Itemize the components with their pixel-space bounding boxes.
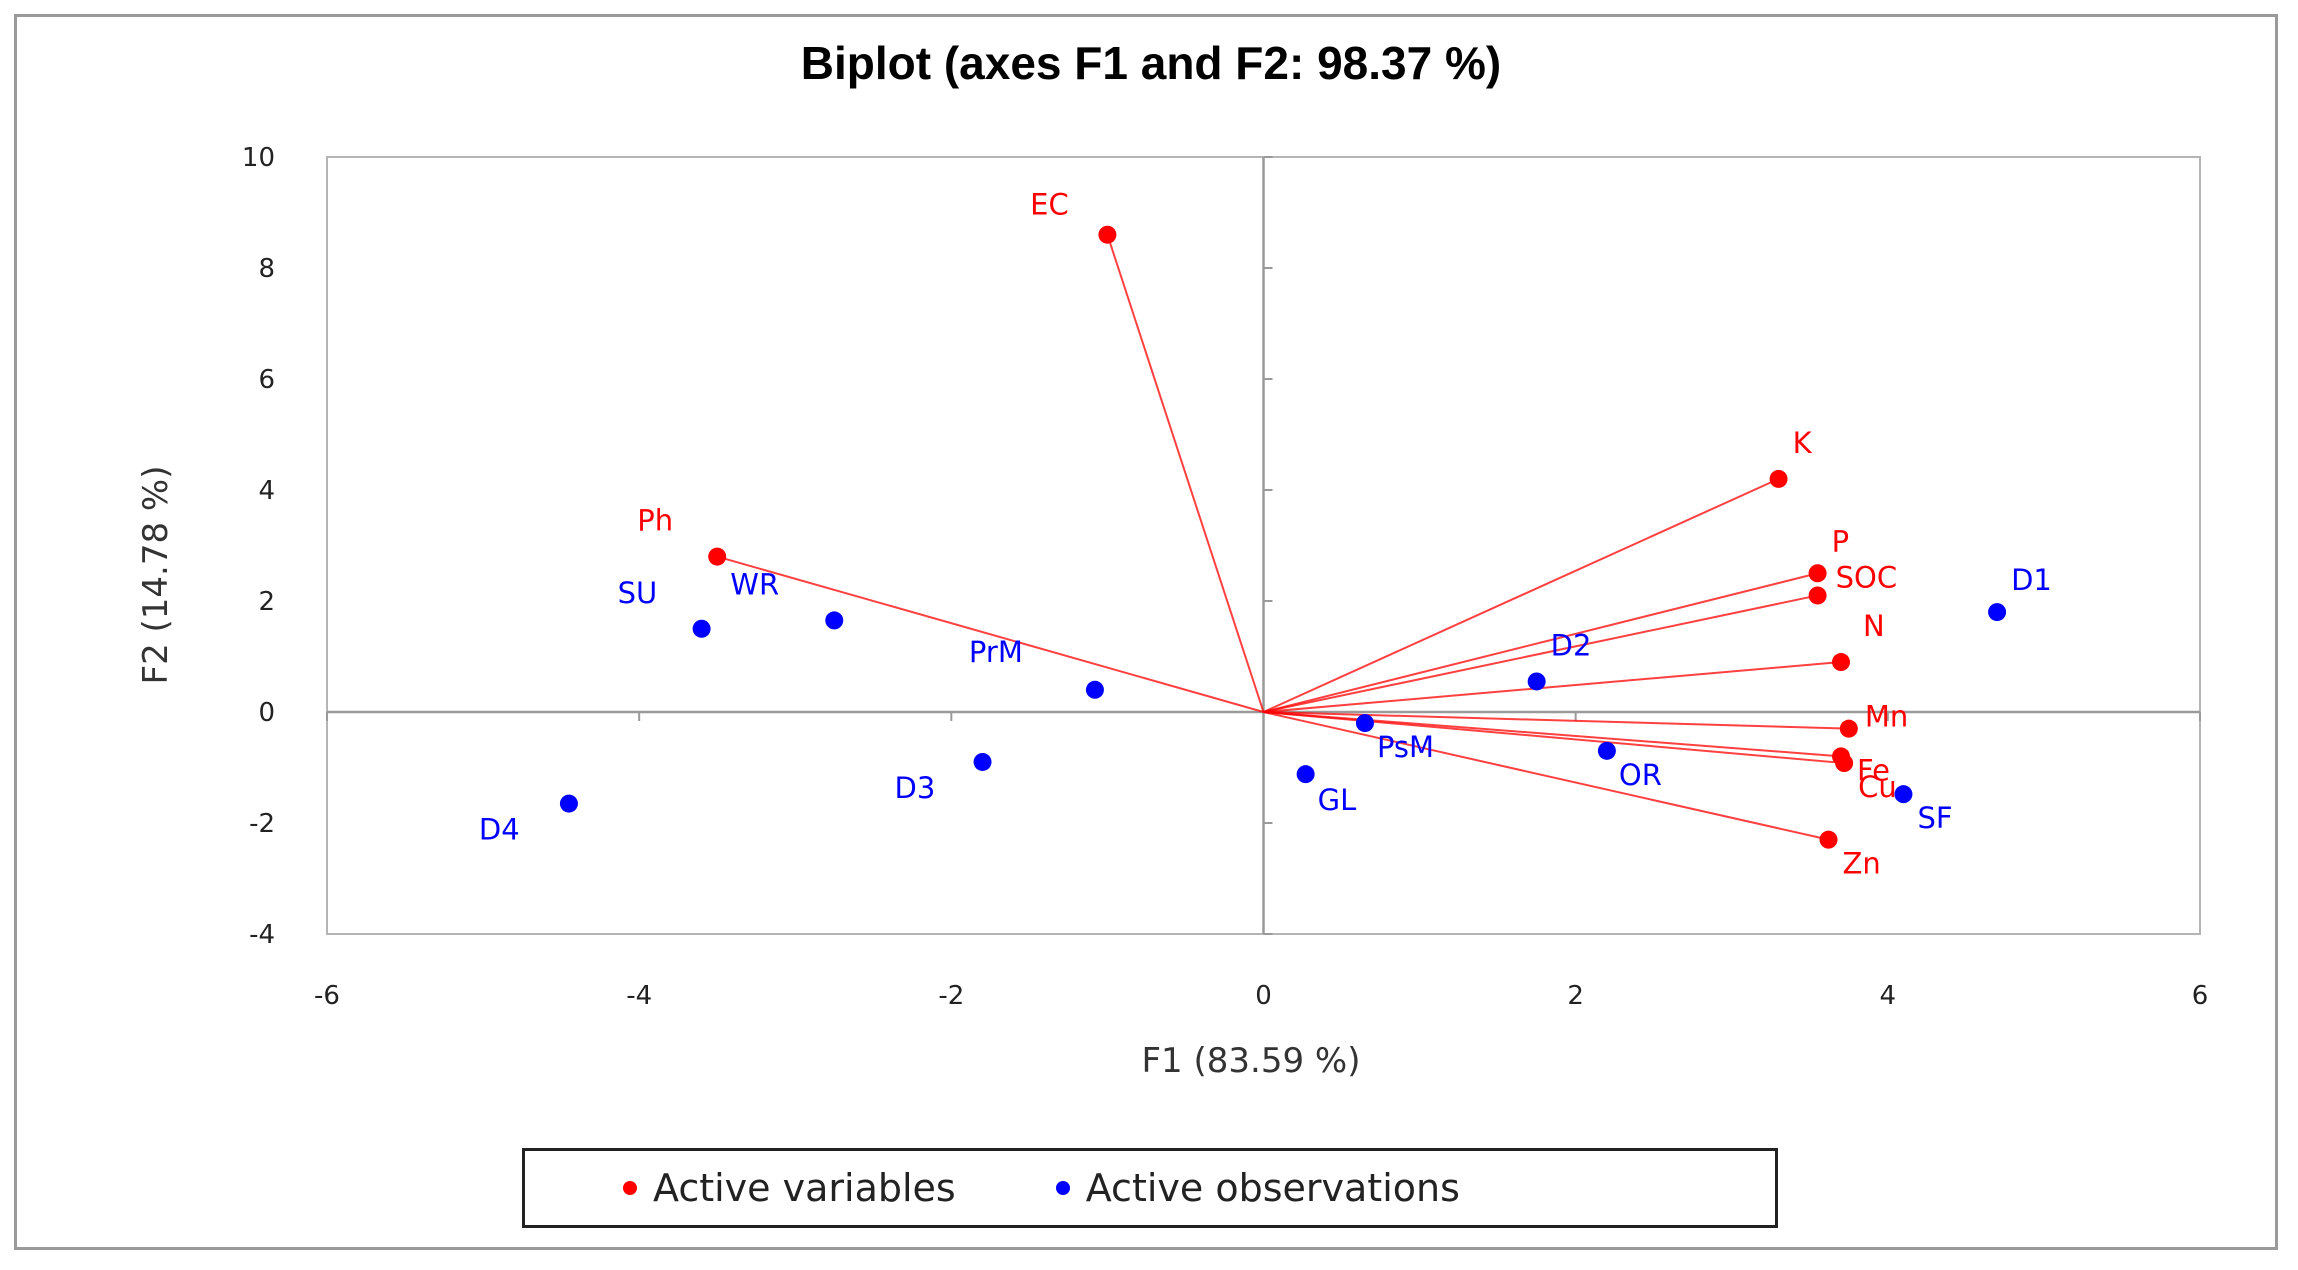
observation-point-d3: [973, 752, 992, 771]
variable-label-fe: Fe: [1857, 753, 1890, 787]
legend-label-observations: Active observations: [1085, 1166, 1460, 1210]
vector-k: [1263, 477, 1779, 713]
variable-label-n: N: [1863, 609, 1885, 643]
observation-label-d1: D1: [2011, 563, 2052, 597]
legend-item-active-observations: Active observations: [1055, 1166, 1460, 1210]
y-tick-label: 0: [258, 698, 275, 728]
y-tick-label: 10: [242, 143, 275, 173]
y-tick-label: 2: [258, 587, 275, 617]
variable-label-p: P: [1832, 524, 1850, 558]
y-tick-label: 6: [258, 365, 275, 395]
variable-point-ph: [708, 547, 727, 566]
y-tick-label: 8: [258, 254, 275, 284]
vector-soc: [1263, 594, 1818, 713]
variable-point-zn: [1819, 830, 1838, 849]
vector-ph: [716, 555, 1264, 713]
variable-label-zn: Zn: [1843, 847, 1881, 881]
observation-point-su: [692, 619, 711, 638]
legend-label-variables: Active variables: [653, 1166, 956, 1210]
legend-marker-observations: [1055, 1181, 1070, 1195]
x-tick-label: 2: [1567, 981, 1584, 1011]
x-tick-label: 6: [2192, 981, 2209, 1011]
variable-point-ec: [1098, 225, 1117, 244]
observation-label-prm: PrM: [969, 635, 1023, 669]
y-tick-label: -4: [249, 920, 275, 950]
observation-label-wr: WR: [730, 567, 779, 601]
observation-label-gl: GL: [1318, 783, 1357, 817]
observation-label-d4: D4: [479, 813, 520, 847]
variable-point-cu: [1835, 754, 1854, 773]
observation-label-or: OR: [1619, 758, 1662, 792]
observation-label-d3: D3: [895, 771, 936, 805]
legend-marker-variables: [623, 1181, 637, 1195]
variable-point-soc: [1808, 586, 1827, 605]
observation-label-psm: PsM: [1377, 730, 1434, 764]
vector-n: [1263, 661, 1842, 713]
variable-label-soc: SOC: [1836, 560, 1897, 594]
observation-point-d1: [1988, 603, 2007, 622]
x-tick-label: 4: [1880, 981, 1897, 1011]
x-tick-label: -2: [938, 981, 964, 1011]
biplot-chart: Biplot (axes F1 and F2: 98.37 %) -4 -2 0 2 4…: [136, 37, 2209, 1081]
vector-zn: [1263, 711, 1829, 841]
y-tick-label: 4: [258, 476, 275, 506]
variable-point-n: [1832, 653, 1851, 672]
observation-label-d2: D2: [1551, 628, 1592, 662]
observation-point-prm: [1085, 680, 1104, 699]
variable-label-ec: EC: [1030, 188, 1069, 222]
vector-mn: [1263, 711, 1849, 730]
observation-point-d4: [559, 794, 578, 813]
y-tick-label: -2: [249, 809, 275, 839]
x-tick-label: -4: [626, 981, 652, 1011]
observation-point-d2: [1527, 672, 1546, 691]
x-axis-title: F1 (83.59 %): [1142, 1041, 1361, 1081]
chart-title: Biplot (axes F1 and F2: 98.37 %): [801, 37, 1501, 89]
variable-label-mn: Mn: [1865, 700, 1908, 734]
variable-point-mn: [1839, 719, 1858, 738]
observation-point-sf: [1894, 785, 1913, 804]
vector-p: [1263, 572, 1818, 713]
variable-label-ph: Ph: [637, 504, 673, 538]
observation-point-or: [1597, 741, 1616, 760]
legend-item-active-variables: Active variables: [623, 1166, 956, 1210]
observation-point-gl: [1296, 765, 1315, 784]
y-axis-title: F2 (14.78 %): [136, 466, 176, 685]
variable-label-k: K: [1793, 426, 1813, 460]
x-tick-label: -6: [314, 981, 340, 1011]
observation-point-wr: [825, 611, 844, 630]
observation-point-psm: [1355, 714, 1374, 733]
vector-ec: [1106, 234, 1265, 713]
variable-point-p: [1808, 564, 1827, 583]
chart-frame: Biplot (axes F1 and F2: 98.37 %) -4 -2 0 2 4…: [14, 14, 2278, 1250]
chart-legend: Active variables Active observations: [522, 1148, 1778, 1228]
variable-point-k: [1769, 469, 1788, 488]
observation-label-sf: SF: [1917, 801, 1952, 835]
variable-label-cu: Cu: [1858, 770, 1897, 804]
observation-label-su: SU: [618, 576, 658, 610]
x-tick-label: 0: [1255, 981, 1272, 1011]
